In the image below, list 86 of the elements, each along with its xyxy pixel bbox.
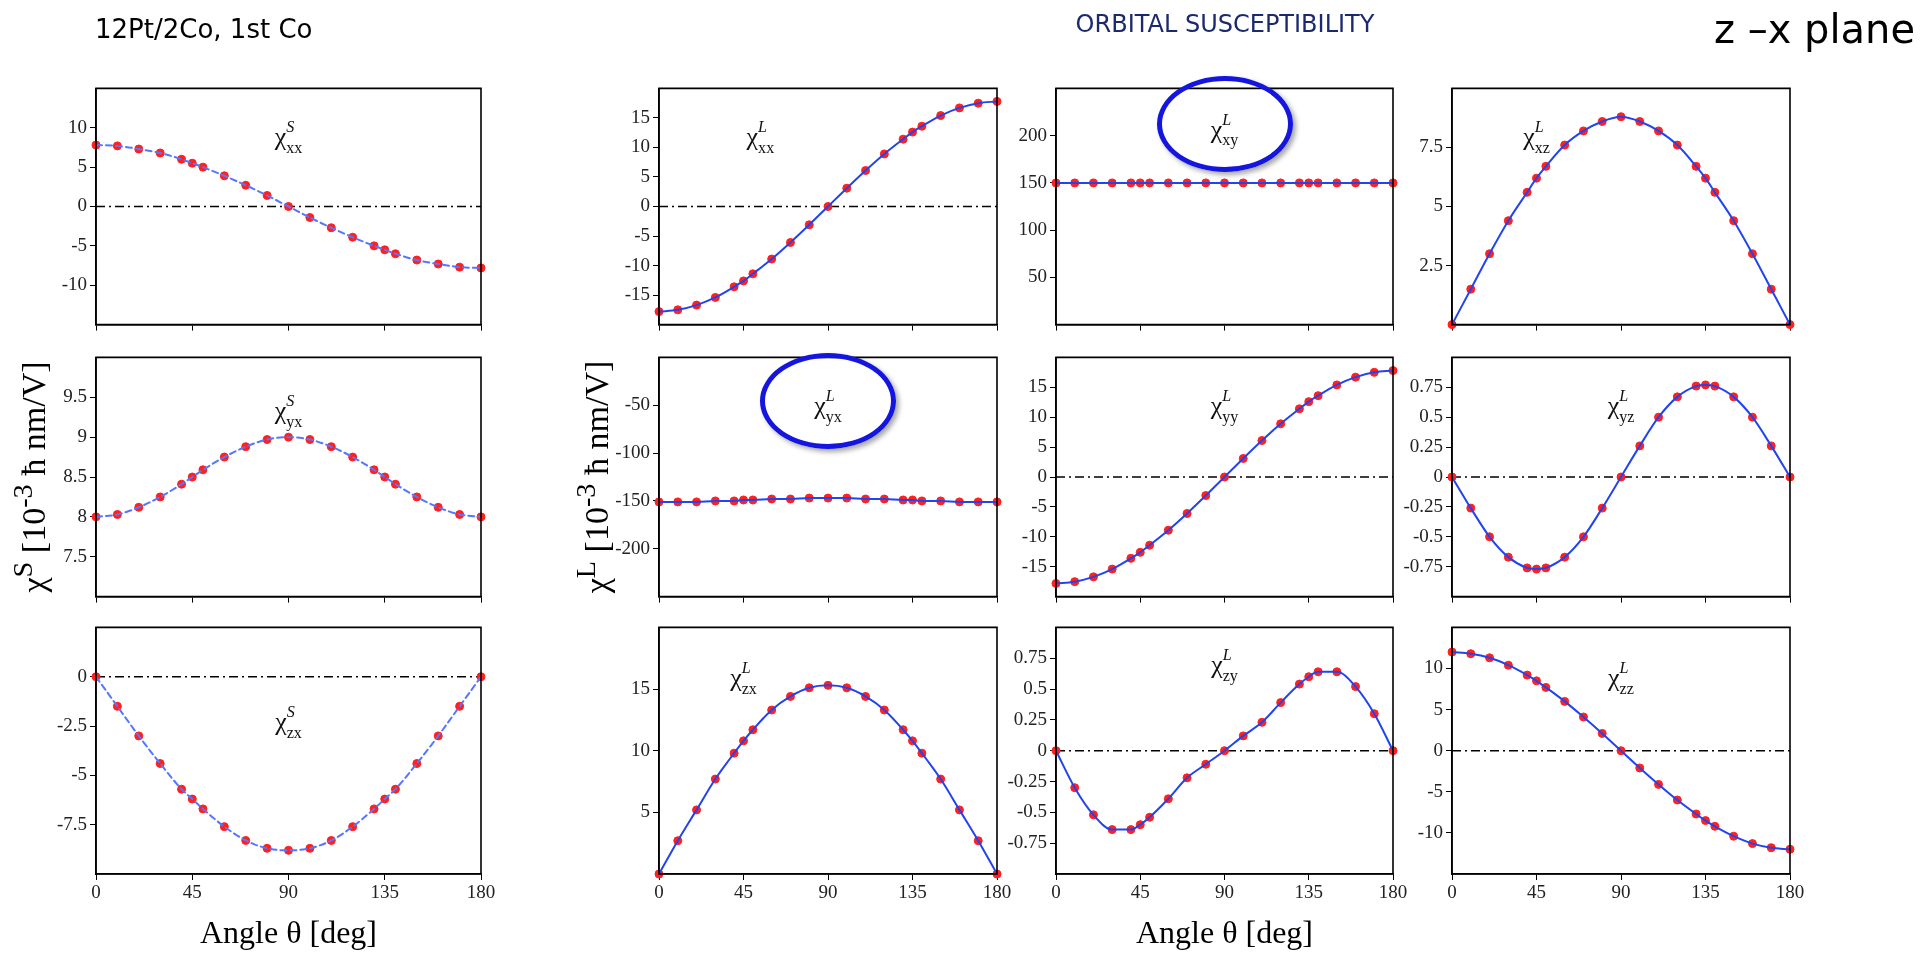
- y-tick-label: 0.75: [1013, 646, 1047, 668]
- x-tick-label: 0: [91, 881, 101, 903]
- y-tick-label: 50: [1028, 265, 1047, 287]
- y-tick-label: -0.25: [1007, 769, 1047, 791]
- y-tick-label: -7.5: [56, 812, 87, 834]
- x-tick-label: 0: [654, 881, 664, 903]
- y-tick-label: -10: [1021, 524, 1047, 546]
- y-tick-label: -10: [61, 273, 87, 295]
- x-tick-label: 135: [1691, 881, 1720, 903]
- x-axis-title: Angle θ [deg]: [199, 914, 378, 951]
- x-tick-label: 0: [1051, 881, 1061, 903]
- x-tick-label: 90: [1611, 881, 1631, 903]
- y-tick-label: 0: [1037, 738, 1047, 760]
- y-tick-label: 0: [640, 194, 650, 216]
- y-tick-label: 10: [1424, 656, 1443, 678]
- y-tick-label: -0.75: [1007, 831, 1047, 853]
- chart-title: ORBITAL SUSCEPTIBILITY: [1075, 10, 1375, 38]
- y-tick-label: 7.5: [1419, 135, 1443, 157]
- y-tick-label: 10: [631, 738, 650, 760]
- y-tick-label: 0: [1433, 464, 1443, 486]
- y-tick-label: -100: [615, 441, 650, 463]
- y-tick-label: 15: [631, 677, 650, 699]
- y-tick-label: -15: [624, 283, 650, 305]
- y-tick-label: -0.5: [1016, 800, 1047, 822]
- y-tick-label: 8: [77, 504, 87, 526]
- x-tick-label: 45: [734, 881, 753, 903]
- y-tick-label: 0.5: [1419, 405, 1443, 427]
- y-tick-label: -0.5: [1412, 524, 1443, 546]
- y-tick-label: 7.5: [63, 544, 87, 566]
- y-tick-label: 15: [1028, 375, 1047, 397]
- y-tick-label: -5: [71, 233, 87, 255]
- chart-title: 12Pt/2Co, 1st Co: [95, 14, 313, 44]
- y-tick-label: 5: [640, 164, 650, 186]
- x-tick-label: 180: [982, 881, 1012, 903]
- y-tick-label: -2.5: [56, 714, 87, 736]
- y-tick-label: 0.25: [1409, 435, 1443, 457]
- y-tick-label: 5: [1037, 435, 1047, 457]
- x-tick-label: 0: [1447, 881, 1457, 903]
- y-tick-label: 9: [77, 425, 87, 447]
- x-tick-label: 180: [1378, 881, 1408, 903]
- y-tick-label: 0: [1037, 464, 1047, 486]
- y-tick-label: 10: [68, 115, 87, 137]
- y-tick-label: -150: [615, 488, 650, 510]
- y-tick-label: -200: [615, 536, 650, 558]
- y-tick-label: 5: [1433, 697, 1443, 719]
- y-tick-label: 100: [1018, 218, 1047, 240]
- y-tick-label: 150: [1018, 170, 1047, 192]
- x-tick-label: 45: [182, 881, 202, 903]
- y-tick-label: -50: [624, 393, 650, 415]
- y-tick-label: -5: [1427, 779, 1443, 801]
- y-tick-label: 0: [1433, 738, 1443, 760]
- y-tick-label: -10: [1417, 820, 1443, 842]
- y-tick-label: -5: [71, 763, 87, 785]
- y-tick-label: 10: [631, 135, 650, 157]
- y-tick-label: -10: [624, 253, 650, 275]
- y-tick-label: 10: [1028, 405, 1047, 427]
- x-tick-label: 135: [1294, 881, 1323, 903]
- y-tick-label: 9.5: [63, 385, 87, 407]
- y-tick-label: -15: [1021, 554, 1047, 576]
- y-tick-label: -5: [1031, 494, 1047, 516]
- x-tick-label: 90: [1215, 881, 1234, 903]
- y-tick-label: 5: [1433, 194, 1443, 216]
- x-axis-title: Angle θ [deg]: [1135, 914, 1314, 951]
- x-tick-label: 180: [466, 881, 496, 903]
- x-tick-label: 90: [279, 881, 298, 903]
- x-tick-label: 45: [1527, 881, 1546, 903]
- y-tick-label: 0: [77, 194, 87, 216]
- y-tick-label: 2.5: [1419, 253, 1443, 275]
- x-tick-label: 135: [898, 881, 927, 903]
- y-tick-label: 15: [631, 105, 650, 127]
- y-tick-label: -5: [634, 224, 650, 246]
- x-tick-label: 90: [818, 881, 838, 903]
- y-tick-label: 0.75: [1409, 375, 1443, 397]
- y-tick-label: 0.5: [1023, 677, 1047, 699]
- x-tick-label: 180: [1775, 881, 1805, 903]
- x-tick-label: 135: [370, 881, 399, 903]
- y-tick-label: -0.25: [1403, 494, 1443, 516]
- y-tick-label: 8.5: [63, 464, 87, 486]
- y-tick-label: 0: [77, 664, 87, 686]
- y-tick-label: 0.25: [1013, 707, 1047, 729]
- y-tick-label: 5: [640, 800, 650, 822]
- chart-title: z –x plane: [1713, 6, 1915, 52]
- y-tick-label: 200: [1018, 123, 1047, 145]
- x-tick-label: 45: [1130, 881, 1150, 903]
- y-tick-label: 5: [77, 155, 87, 177]
- y-tick-label: -0.75: [1403, 554, 1443, 576]
